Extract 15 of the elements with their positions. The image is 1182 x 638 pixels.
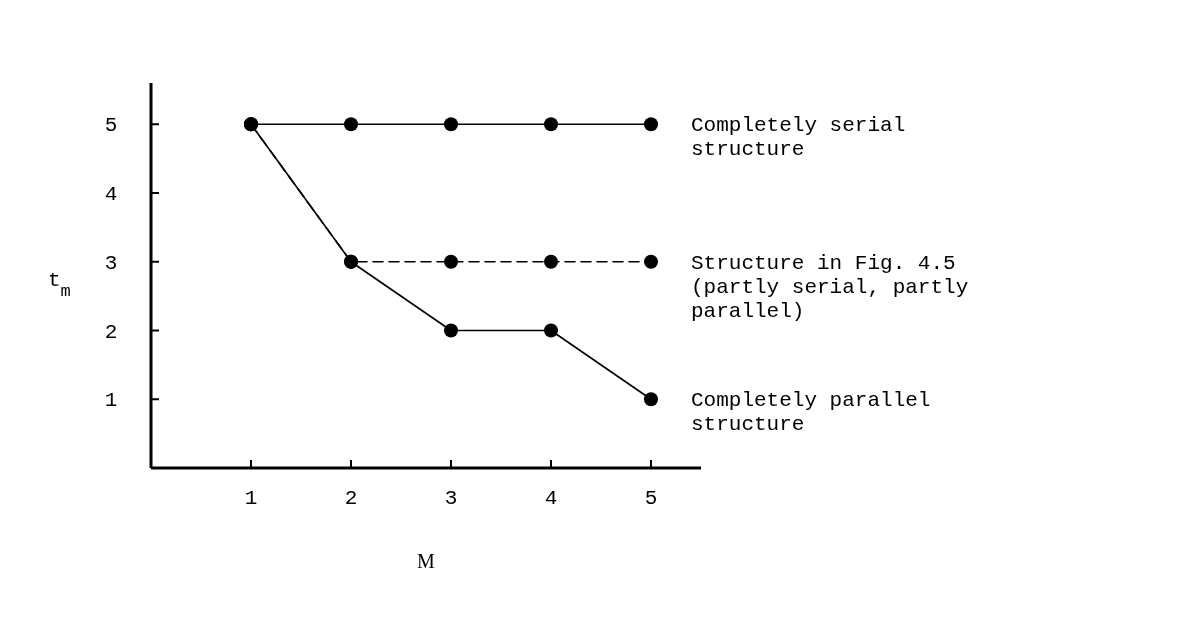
y-tick-label: 2 — [104, 320, 118, 344]
x-tick-label: 2 — [344, 487, 358, 510]
x-tick-label: 3 — [444, 487, 458, 510]
x-tick-label: 4 — [544, 487, 558, 510]
x-tick-label: 5 — [644, 487, 658, 510]
y-tick-label: 3 — [104, 251, 118, 275]
y-tick-label: 4 — [104, 183, 118, 206]
series-label: Completely serial structure — [691, 114, 906, 162]
y-tick-label: 5 — [104, 114, 118, 138]
series-label: Structure in Fig. 4.5 (partly serial, partly parallel) — [691, 251, 969, 323]
y-tick-label: 1 — [104, 389, 118, 413]
y-axis-title: t$_{m}$ — [48, 268, 71, 300]
x-axis-title: M — [417, 550, 436, 572]
series-label: Completely parallel structure — [691, 389, 931, 437]
x-tick-label: 1 — [244, 487, 258, 510]
